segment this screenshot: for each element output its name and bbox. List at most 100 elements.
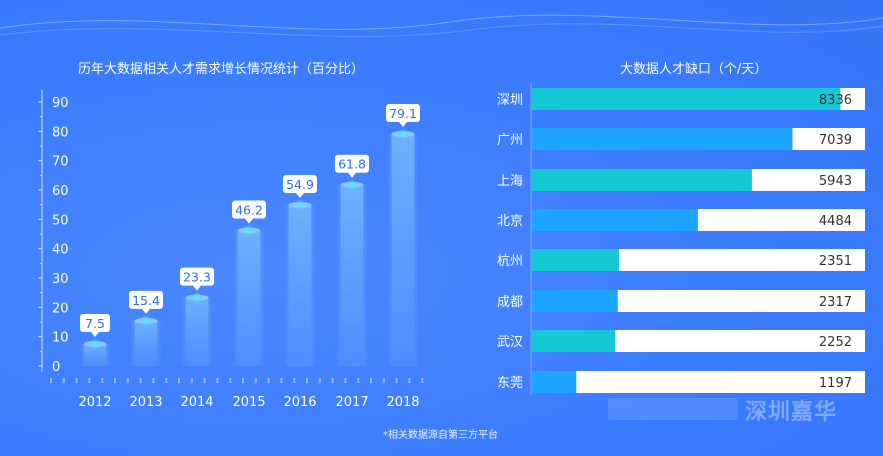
- value-label-pointer: [193, 285, 201, 291]
- baseline-dot: [75, 378, 78, 383]
- baseline-dot: [242, 378, 244, 383]
- watermark: 深圳嘉华: [745, 400, 838, 425]
- baseline-dot: [203, 378, 206, 383]
- talent-gap-bar-chart: 深圳 8336 广州 7039 上海 5943 北京 4484 杭州 2351 成都 2317 武汉 22…: [497, 82, 865, 395]
- bar-东莞: [532, 371, 577, 393]
- baseline-dot: [421, 378, 424, 383]
- bar-2014: [185, 297, 209, 366]
- value-label-pointer: [91, 332, 99, 337]
- y-tick-label: 60: [52, 184, 69, 199]
- baseline-dot: [267, 378, 270, 383]
- baseline-dot: [254, 378, 257, 383]
- left-chart-title: 历年大数据相关人才需求增长情况统计（百分比）: [78, 62, 365, 77]
- value-label: 46.2: [235, 202, 263, 217]
- y-tick-label: 0: [52, 360, 60, 375]
- bar-2013: [134, 320, 158, 366]
- value-label: 7.5: [85, 316, 105, 331]
- baseline-dot: [331, 378, 334, 383]
- bar-深圳: [532, 88, 841, 110]
- baseline-dot: [229, 378, 232, 383]
- baseline-dot: [293, 378, 296, 383]
- value-label: 2317: [819, 295, 852, 310]
- category-label: 上海: [497, 174, 523, 189]
- category-label: 成都: [497, 295, 523, 310]
- category-label: 武汉: [497, 335, 523, 350]
- baseline-dot: [408, 378, 411, 383]
- baseline-dot: [344, 378, 347, 383]
- y-tick-label: 40: [52, 243, 69, 258]
- value-label-pointer: [142, 308, 150, 314]
- right-chart-title: 大数据人才缺口（个/天）: [620, 62, 768, 77]
- baseline-dot: [152, 378, 155, 383]
- baseline-dot: [114, 378, 116, 383]
- bar-武汉: [532, 330, 616, 352]
- x-tick-label: 2013: [129, 395, 162, 410]
- baseline-dot: [50, 378, 52, 383]
- bar-上海: [532, 169, 752, 191]
- y-tick-label: 70: [52, 155, 69, 170]
- value-label: 15.4: [132, 293, 160, 308]
- value-label: 7039: [819, 133, 852, 148]
- value-label-box: [80, 314, 110, 332]
- value-label-box: [386, 103, 420, 122]
- bar-2017: [340, 184, 364, 366]
- value-label-pointer: [399, 121, 407, 127]
- x-tick-label: 2017: [335, 395, 368, 410]
- x-tick-label: 2015: [232, 395, 265, 410]
- value-label: 54.9: [286, 177, 314, 192]
- baseline-dot: [62, 378, 65, 383]
- x-tick-label: 2014: [180, 395, 213, 410]
- baseline-dot: [101, 378, 104, 383]
- baseline-dot: [126, 378, 129, 383]
- bar-marker: [92, 341, 98, 347]
- bar-marker: [143, 318, 149, 324]
- value-label: 61.8: [338, 157, 366, 172]
- category-label: 深圳: [497, 93, 523, 108]
- footnote: *相关数据源自第三方平台: [383, 430, 498, 441]
- value-label-box: [129, 290, 163, 309]
- baseline-dot: [178, 378, 180, 383]
- baseline-dot: [280, 378, 283, 383]
- value-label-box: [283, 174, 317, 193]
- bar-北京: [532, 209, 698, 231]
- value-label-pointer: [245, 218, 253, 224]
- y-tick-label: 30: [52, 272, 69, 287]
- value-label: 1197: [819, 376, 852, 391]
- bar-杭州: [532, 249, 619, 271]
- watermark-logo-block: [608, 398, 738, 420]
- growth-bar-chart: 0 10 20 30 40 50 60 70 80 90 7.5 2012 15.4 2013 23.3 20…: [38, 90, 424, 410]
- value-label-box: [232, 200, 266, 219]
- value-label: 5943: [819, 174, 852, 189]
- value-label-pointer: [348, 172, 356, 178]
- baseline-dot: [318, 378, 321, 383]
- value-label: 4484: [819, 214, 852, 229]
- category-label: 北京: [497, 214, 523, 229]
- bar-广州: [532, 128, 793, 150]
- y-tick-label: 80: [52, 125, 69, 140]
- baseline-dot: [395, 378, 398, 383]
- x-tick-label: 2018: [386, 395, 419, 410]
- y-tick-label: 20: [52, 301, 69, 316]
- baseline-dot: [357, 378, 360, 383]
- baseline-dot: [88, 378, 91, 383]
- bar-track: [532, 371, 865, 393]
- bar-marker: [400, 131, 406, 137]
- bar-2018: [391, 133, 415, 366]
- bar-2012: [83, 344, 107, 366]
- baseline-dot: [370, 378, 372, 383]
- bar-marker: [297, 202, 303, 208]
- bar-marker: [194, 295, 200, 301]
- category-label: 广州: [497, 133, 523, 148]
- value-label: 2351: [819, 254, 852, 269]
- y-tick-label: 10: [52, 331, 69, 346]
- baseline-dot: [306, 378, 308, 383]
- x-tick-label: 2012: [78, 395, 111, 410]
- value-label-box: [180, 267, 214, 286]
- value-label: 2252: [819, 335, 852, 350]
- y-tick-label: 50: [52, 213, 69, 228]
- baseline-dot: [190, 378, 193, 383]
- y-tick-label: 90: [52, 96, 69, 111]
- value-label: 23.3: [183, 270, 211, 285]
- baseline-dot: [216, 378, 219, 383]
- category-label: 杭州: [497, 254, 523, 269]
